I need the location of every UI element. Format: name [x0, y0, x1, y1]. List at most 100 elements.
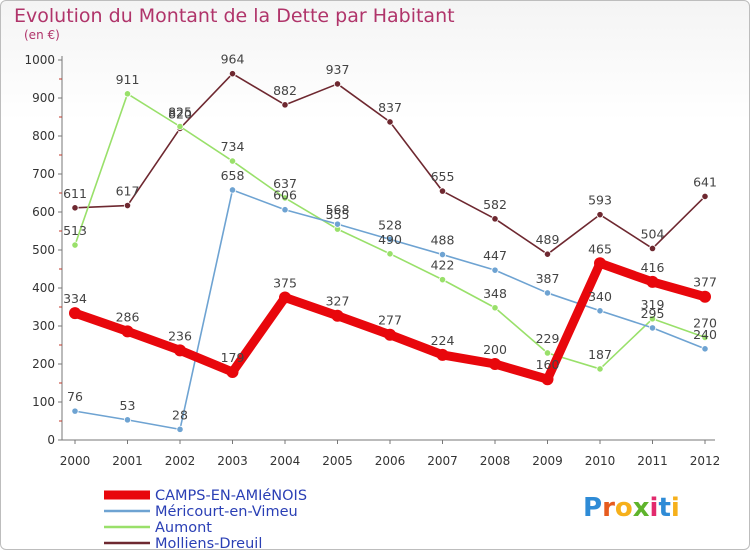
data-label: 447	[483, 248, 507, 263]
series-layer	[69, 70, 711, 433]
data-label: 655	[431, 169, 455, 184]
data-point	[543, 349, 552, 357]
data-point	[648, 244, 657, 253]
data-point	[228, 157, 237, 165]
data-label: 340	[588, 289, 612, 304]
data-point	[386, 235, 394, 243]
data-point	[438, 276, 447, 284]
logo-letter: o	[615, 493, 633, 523]
data-point	[594, 257, 606, 270]
data-label: 611	[63, 186, 87, 201]
data-point	[438, 250, 447, 259]
data-label: 593	[588, 193, 612, 208]
data-label: 377	[693, 275, 717, 290]
data-point	[71, 241, 79, 249]
data-label: 825	[168, 105, 192, 120]
data-label: 160	[536, 357, 560, 372]
legend-label: Aumont	[155, 520, 212, 536]
data-point	[646, 275, 659, 288]
data-point	[541, 373, 554, 386]
data-label: 555	[326, 207, 350, 222]
x-tick-label: 2000	[60, 454, 91, 468]
series-Méricourt-en-Vimeu	[71, 186, 709, 433]
data-label: 179	[221, 350, 245, 365]
data-point	[281, 194, 289, 202]
logo-letter: t	[658, 493, 670, 523]
data-point	[386, 250, 394, 258]
data-label: 617	[116, 184, 140, 199]
data-point	[228, 70, 237, 78]
data-point	[489, 358, 501, 370]
data-point	[176, 122, 184, 131]
data-label: 882	[273, 83, 297, 98]
data-label: 606	[273, 188, 297, 203]
data-label: 224	[431, 333, 455, 348]
x-tick-label: 2005	[322, 454, 353, 468]
y-tick-label: 300	[32, 319, 55, 333]
data-label: 422	[431, 258, 455, 273]
x-tick-label: 2008	[480, 454, 511, 468]
data-label: 319	[641, 297, 665, 312]
data-point	[281, 206, 289, 214]
data-label: 641	[693, 174, 717, 189]
data-label: 964	[221, 52, 245, 67]
x-tick-label: 2001	[112, 454, 143, 468]
data-label: 637	[273, 176, 297, 191]
legend-label: Molliens-Dreuil	[155, 536, 262, 550]
data-label: 937	[326, 62, 350, 77]
data-point	[436, 348, 449, 361]
logo-letter: r	[602, 493, 615, 523]
y-tick-label: 100	[32, 395, 55, 409]
x-tick-label: 2010	[585, 454, 616, 468]
data-label: 582	[483, 197, 507, 212]
data-label: 200	[483, 342, 507, 357]
data-point	[333, 220, 342, 228]
chart-subtitle: (en €)	[24, 28, 60, 42]
series-Aumont	[71, 90, 709, 373]
data-label: 187	[588, 347, 612, 362]
data-point	[701, 333, 709, 341]
data-label: 837	[378, 100, 402, 115]
logo-letter: x	[633, 493, 650, 523]
data-label: 236	[168, 328, 192, 343]
data-label: 28	[172, 407, 188, 422]
data-point	[438, 187, 447, 195]
data-label: 240	[693, 327, 717, 342]
data-point	[71, 204, 79, 212]
data-point	[174, 344, 186, 357]
proxiti-logo: Proxiti	[583, 493, 680, 523]
data-point	[123, 90, 132, 98]
data-point	[279, 291, 291, 304]
data-point	[281, 101, 289, 109]
data-label: 528	[378, 217, 402, 232]
data-label: 490	[378, 232, 402, 247]
data-labels: 611 617 820 964 882 937 837 655 582 489 593 504 641 5…	[63, 52, 717, 423]
data-label: 489	[536, 232, 560, 247]
data-label: 513	[63, 223, 87, 238]
x-tick-label: 2009	[532, 454, 563, 468]
data-label: 734	[221, 139, 245, 154]
legend-label: CAMPS-EN-AMIéNOIS	[155, 488, 307, 504]
data-label: 270	[693, 315, 717, 330]
data-label: 375	[273, 276, 297, 291]
data-point	[701, 345, 709, 353]
x-tick-label: 2012	[690, 454, 721, 468]
data-label: 348	[483, 286, 507, 301]
y-tick-label: 0	[47, 433, 55, 447]
data-label: 504	[641, 226, 665, 241]
data-point	[69, 307, 81, 320]
x-tick-label: 2004	[270, 454, 301, 468]
data-point	[596, 365, 604, 373]
data-point	[491, 266, 499, 274]
data-label: 327	[326, 294, 350, 309]
data-point	[123, 416, 132, 424]
data-point	[596, 307, 604, 315]
legend: CAMPS-EN-AMIéNOISMéricourt-en-VimeuAumon…	[104, 488, 307, 550]
x-tick-label: 2006	[375, 454, 406, 468]
data-point	[596, 211, 604, 219]
data-point	[386, 118, 394, 126]
data-label: 911	[116, 72, 140, 87]
data-point	[226, 365, 239, 378]
data-label: 416	[641, 260, 665, 275]
